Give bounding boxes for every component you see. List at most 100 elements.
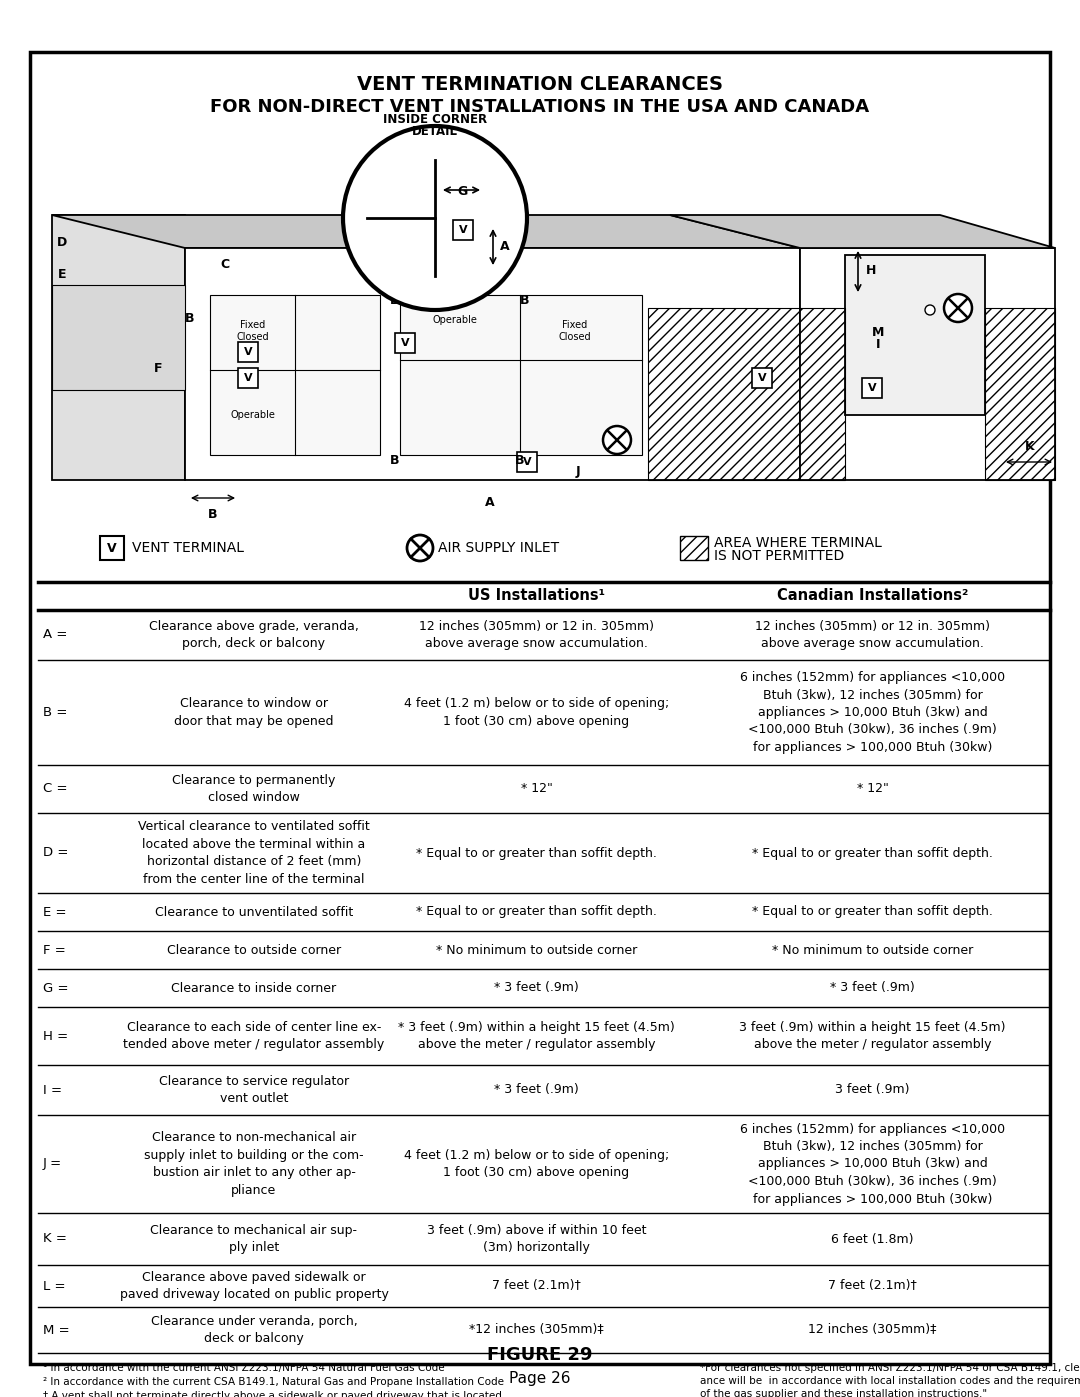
Text: Operable: Operable	[230, 409, 275, 420]
Text: 12 inches (305mm)‡: 12 inches (305mm)‡	[808, 1323, 936, 1337]
Text: US Installations¹: US Installations¹	[468, 588, 605, 604]
Text: V: V	[107, 542, 117, 555]
Text: J: J	[576, 465, 580, 479]
Text: M: M	[872, 326, 885, 338]
Bar	[238, 342, 258, 362]
Text: V: V	[244, 346, 253, 358]
Text: K: K	[1025, 440, 1035, 453]
Text: * 3 feet (.9m): * 3 feet (.9m)	[495, 1084, 579, 1097]
Text: Clearance to inside corner: Clearance to inside corner	[172, 982, 337, 995]
Text: B: B	[208, 509, 218, 521]
Text: 7 feet (2.1m)†: 7 feet (2.1m)†	[828, 1280, 917, 1292]
Text: D: D	[57, 236, 67, 249]
Text: Clearance to non-mechanical air
supply inlet to building or the com-
bustion air: Clearance to non-mechanical air supply i…	[145, 1132, 364, 1197]
Text: Clearance to mechanical air sup-
ply inlet: Clearance to mechanical air sup- ply inl…	[150, 1224, 357, 1255]
Text: Clearance to service regulator
vent outlet: Clearance to service regulator vent outl…	[159, 1074, 349, 1105]
Text: Fixed: Fixed	[241, 320, 266, 330]
Text: I: I	[876, 338, 880, 352]
Polygon shape	[210, 295, 380, 455]
Text: 7 feet (2.1m)†: 7 feet (2.1m)†	[492, 1280, 581, 1292]
Text: V: V	[523, 457, 531, 467]
Text: * No minimum to outside corner: * No minimum to outside corner	[772, 943, 973, 957]
Polygon shape	[185, 249, 800, 481]
Text: † A vent shall not terminate directly above a sidewalk or paved driveway that is: † A vent shall not terminate directly ab…	[43, 1391, 502, 1397]
Text: J =: J =	[43, 1158, 63, 1171]
Bar	[453, 219, 473, 240]
Text: A: A	[485, 496, 495, 510]
Text: Page 26: Page 26	[510, 1370, 570, 1386]
Text: * 12": * 12"	[521, 782, 553, 795]
Text: Fixed: Fixed	[563, 320, 588, 330]
Text: * 12": * 12"	[856, 782, 889, 795]
Text: I =: I =	[43, 1084, 62, 1097]
Text: V: V	[867, 383, 876, 393]
Text: VENT TERMINATION CLEARANCES: VENT TERMINATION CLEARANCES	[357, 75, 723, 94]
Text: H: H	[866, 264, 876, 277]
Text: Clearance under veranda, porch,
deck or balcony: Clearance under veranda, porch, deck or …	[150, 1315, 357, 1345]
Text: 4 feet (1.2 m) below or to side of opening;
1 foot (30 cm) above opening: 4 feet (1.2 m) below or to side of openi…	[404, 1148, 670, 1179]
Text: * Equal to or greater than soffit depth.: * Equal to or greater than soffit depth.	[752, 847, 993, 859]
Text: Clearance above grade, veranda,
porch, deck or balcony: Clearance above grade, veranda, porch, d…	[149, 620, 359, 650]
Circle shape	[924, 305, 935, 314]
Text: H =: H =	[43, 1030, 68, 1042]
Bar	[100, 536, 124, 560]
Text: Clearance to outside corner: Clearance to outside corner	[167, 943, 341, 957]
Bar	[517, 453, 537, 472]
Text: Clearance to each side of center line ex-
tended above meter / regulator assembl: Clearance to each side of center line ex…	[123, 1021, 384, 1052]
Polygon shape	[52, 215, 185, 481]
Text: Clearance to unventilated soffit: Clearance to unventilated soffit	[154, 905, 353, 918]
Text: * 3 feet (.9m) within a height 15 feet (4.5m)
above the meter / regulator assemb: * 3 feet (.9m) within a height 15 feet (…	[399, 1021, 675, 1052]
Circle shape	[603, 426, 631, 454]
Text: V: V	[459, 225, 468, 235]
Text: F =: F =	[43, 943, 66, 957]
Text: 6 inches (152mm) for appliances <10,000
Btuh (3kw), 12 inches (305mm) for
applia: 6 inches (152mm) for appliances <10,000 …	[740, 1123, 1005, 1206]
Circle shape	[343, 126, 527, 310]
Circle shape	[944, 293, 972, 321]
Text: * 3 feet (.9m): * 3 feet (.9m)	[831, 982, 915, 995]
Text: L =: L =	[43, 1280, 66, 1292]
Text: * Equal to or greater than soffit depth.: * Equal to or greater than soffit depth.	[416, 905, 657, 918]
Text: B: B	[515, 454, 525, 467]
Text: C: C	[220, 258, 230, 271]
Text: Clearance to window or
door that may be opened: Clearance to window or door that may be …	[174, 697, 334, 728]
Text: *For clearances not specified in ANSI Z223.1/NFPA 54 or CSA B149.1, clear-
ance : *For clearances not specified in ANSI Z2…	[700, 1363, 1080, 1397]
Text: Closed: Closed	[237, 332, 269, 342]
Text: 6 feet (1.8m): 6 feet (1.8m)	[832, 1232, 914, 1246]
Bar	[238, 367, 258, 388]
Polygon shape	[52, 285, 185, 390]
Text: V: V	[758, 373, 767, 383]
Text: 6 inches (152mm) for appliances <10,000
Btuh (3kw), 12 inches (305mm) for
applia: 6 inches (152mm) for appliances <10,000 …	[740, 671, 1005, 754]
Text: 3 feet (.9m) within a height 15 feet (4.5m)
above the meter / regulator assembly: 3 feet (.9m) within a height 15 feet (4.…	[739, 1021, 1005, 1052]
Bar	[680, 536, 708, 560]
Text: F: F	[153, 362, 162, 374]
Text: E =: E =	[43, 905, 67, 918]
Text: ² In accordance with the current CSA B149.1, Natural Gas and Propane Installatio: ² In accordance with the current CSA B14…	[43, 1377, 504, 1387]
Bar	[395, 332, 415, 353]
Text: B: B	[390, 454, 400, 467]
Polygon shape	[670, 215, 1055, 249]
Text: B: B	[186, 312, 194, 324]
Text: FIGURE 29: FIGURE 29	[487, 1345, 593, 1363]
Text: V: V	[401, 338, 409, 348]
Circle shape	[407, 535, 433, 562]
Text: AREA WHERE TERMINAL: AREA WHERE TERMINAL	[714, 536, 882, 550]
Text: G: G	[458, 184, 468, 198]
Text: ¹ In accordance with the current ANSI Z223.1/NFPA 54 Natural Fuel Gas Code: ¹ In accordance with the current ANSI Z2…	[43, 1363, 445, 1373]
Text: Canadian Installations²: Canadian Installations²	[777, 588, 968, 604]
Text: V: V	[244, 373, 253, 383]
Text: *12 inches (305mm)‡: *12 inches (305mm)‡	[469, 1323, 604, 1337]
Text: VENT TERMINAL: VENT TERMINAL	[132, 541, 244, 555]
Text: B: B	[521, 293, 530, 306]
Text: G =: G =	[43, 982, 68, 995]
Text: K =: K =	[43, 1232, 67, 1246]
Text: D =: D =	[43, 847, 68, 859]
Text: 3 feet (.9m) above if within 10 feet
(3m) horizontally: 3 feet (.9m) above if within 10 feet (3m…	[427, 1224, 646, 1255]
Text: Clearance to permanently
closed window: Clearance to permanently closed window	[173, 774, 336, 805]
Text: * Equal to or greater than soffit depth.: * Equal to or greater than soffit depth.	[752, 905, 993, 918]
Text: IS NOT PERMITTED: IS NOT PERMITTED	[714, 549, 845, 563]
Text: C =: C =	[43, 782, 67, 795]
Polygon shape	[845, 256, 985, 415]
Text: 3 feet (.9m): 3 feet (.9m)	[835, 1084, 909, 1097]
Circle shape	[945, 305, 955, 314]
Text: 12 inches (305mm) or 12 in. 305mm)
above average snow accumulation.: 12 inches (305mm) or 12 in. 305mm) above…	[755, 620, 990, 650]
